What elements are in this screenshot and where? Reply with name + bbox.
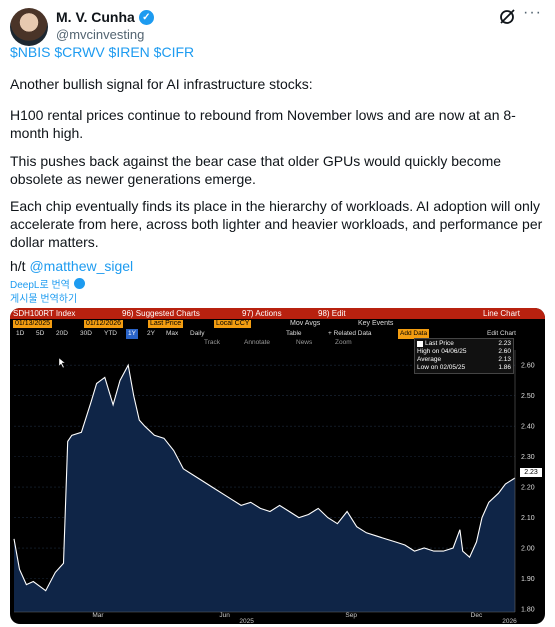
author-name[interactable]: M. V. Cunha: [56, 9, 135, 25]
ticker-cashtags[interactable]: $NBIS $CRWV $IREN $CIFR: [10, 44, 195, 60]
legend-label: Last Price: [425, 340, 454, 347]
price-area: [14, 365, 515, 612]
tweet-paragraph-2: H100 rental prices continue to rebound f…: [10, 107, 516, 141]
period-max: Max: [166, 330, 179, 337]
related-data-button: + Related Data: [328, 330, 372, 337]
last-price-tag: 2.23: [520, 468, 542, 477]
bloomberg-period-bar: 1D 5D 20D 30D YTD 1Y 2Y Max Daily Table …: [10, 329, 545, 339]
more-icon[interactable]: ···: [523, 4, 542, 21]
y-tick-label: 2.50: [521, 393, 535, 400]
tweet-paragraph-4: Each chip eventually finds its place in …: [10, 198, 543, 250]
suggested-charts-menu: 96) Suggested Charts: [122, 309, 200, 318]
legend-value: 2.23: [498, 340, 511, 347]
price-line: [13, 363, 516, 592]
start-date-field: 01/13/2025: [13, 320, 53, 328]
x-tick-label: Mar: [92, 612, 104, 619]
price-chart-plot: 1.80 1.90 2.00 2.10 2.20 2.30 2.40 2.50 2.60 Mar J…: [13, 350, 535, 624]
bloomberg-chart-image[interactable]: SDH100RT Index 96) Suggested Charts 97) …: [10, 308, 545, 624]
mention-link[interactable]: @matthew_sigel: [29, 258, 134, 274]
legend-value: 2.13: [498, 356, 511, 363]
actions-menu: 97) Actions: [242, 309, 282, 318]
chart-legend: Last Price 2.23 High on 04/06/25 2.60 Aver…: [414, 338, 514, 374]
legend-row-average: Average 2.13: [417, 356, 511, 364]
period-30d: 30D: [80, 330, 92, 337]
track-tool: Track: [204, 339, 221, 346]
y-tick-label: 1.90: [521, 576, 535, 583]
verified-icon: ✓: [138, 9, 154, 25]
y-tick-label: 2.60: [521, 363, 535, 370]
tweet-paragraph-1: Another bullish signal for AI infrastruc…: [10, 76, 313, 92]
table-button: Table: [286, 330, 302, 337]
annotate-tool: Annotate: [244, 339, 271, 346]
legend-value: 1.86: [498, 364, 511, 371]
hat-tip-prefix: h/t: [10, 258, 30, 274]
add-data-field: Add Data: [398, 329, 430, 339]
bloomberg-tools-bar: Track Annotate News Zoom: [10, 339, 545, 347]
y-tick-label: 2.30: [521, 454, 535, 461]
price-field: Last Price: [148, 320, 184, 328]
author-name-row: M. V. Cunha ✓: [56, 9, 154, 25]
period-ytd: YTD: [104, 330, 117, 337]
hat-tip: h/t @matthew_sigel: [10, 258, 133, 274]
legend-label: Average: [417, 356, 442, 363]
deepl-translate-link[interactable]: DeepL로 번역: [10, 276, 85, 291]
period-5d: 5D: [36, 330, 45, 337]
x-tick-label: Jun: [219, 612, 230, 619]
author-handle[interactable]: @mvcinvesting: [56, 27, 145, 42]
edit-chart-button: Edit Chart: [487, 330, 516, 337]
period-1d: 1D: [16, 330, 25, 337]
year-label: 2025: [239, 618, 254, 624]
legend-label: Low on 02/05/25: [417, 364, 466, 371]
x-tick-label: Sep: [345, 612, 357, 619]
y-tick-label: 2.00: [521, 546, 535, 553]
period-2y: 2Y: [147, 330, 155, 337]
y-tick-label: 1.80: [521, 606, 535, 613]
news-tool: News: [296, 339, 313, 346]
zoom-tool: Zoom: [335, 339, 352, 346]
avatar[interactable]: [10, 8, 48, 46]
period-20d: 20D: [56, 330, 68, 337]
y-tick-label: 2.10: [521, 515, 535, 522]
legend-row-low: Low on 02/05/25 1.86: [417, 364, 511, 372]
deepl-label: DeepL로 번역: [10, 280, 70, 291]
tweet-paragraph-3: This pushes back against the bear case t…: [10, 153, 502, 187]
legend-row-last: Last Price 2.23: [417, 340, 511, 348]
legend-label: High on 04/06/25: [417, 348, 467, 355]
y-tick-label: 2.20: [521, 485, 535, 492]
legend-row-high: High on 04/06/25 2.60: [417, 348, 511, 356]
currency-field: Local CCY: [214, 320, 252, 328]
grok-icon[interactable]: [498, 8, 516, 26]
end-date-field: 01/12/2026: [84, 320, 124, 328]
deepl-icon: [73, 278, 85, 289]
frequency-select: Daily: [190, 330, 205, 337]
x-tick-label: Dec: [471, 612, 483, 619]
legend-value: 2.60: [498, 348, 511, 355]
translate-post-link[interactable]: 게시물 번역하기: [10, 294, 78, 305]
legend-swatch: [417, 341, 423, 347]
mov-avgs-label: Mov Avgs: [290, 320, 321, 327]
cursor-icon: [58, 357, 66, 369]
edit-menu: 98) Edit: [318, 309, 346, 318]
chart-ticker: SDH100RT Index: [13, 309, 76, 318]
y-tick-label: 2.40: [521, 424, 535, 431]
year-label: 2026: [502, 618, 517, 624]
key-events-label: Key Events: [358, 320, 394, 327]
period-1y-selected: 1Y: [126, 329, 138, 339]
bloomberg-title-bar: SDH100RT Index 96) Suggested Charts 97) …: [10, 308, 545, 319]
bloomberg-date-bar: 01/13/2025 01/12/2026 Last Price Local C…: [10, 319, 545, 329]
chart-type-label: Line Chart: [483, 309, 520, 318]
